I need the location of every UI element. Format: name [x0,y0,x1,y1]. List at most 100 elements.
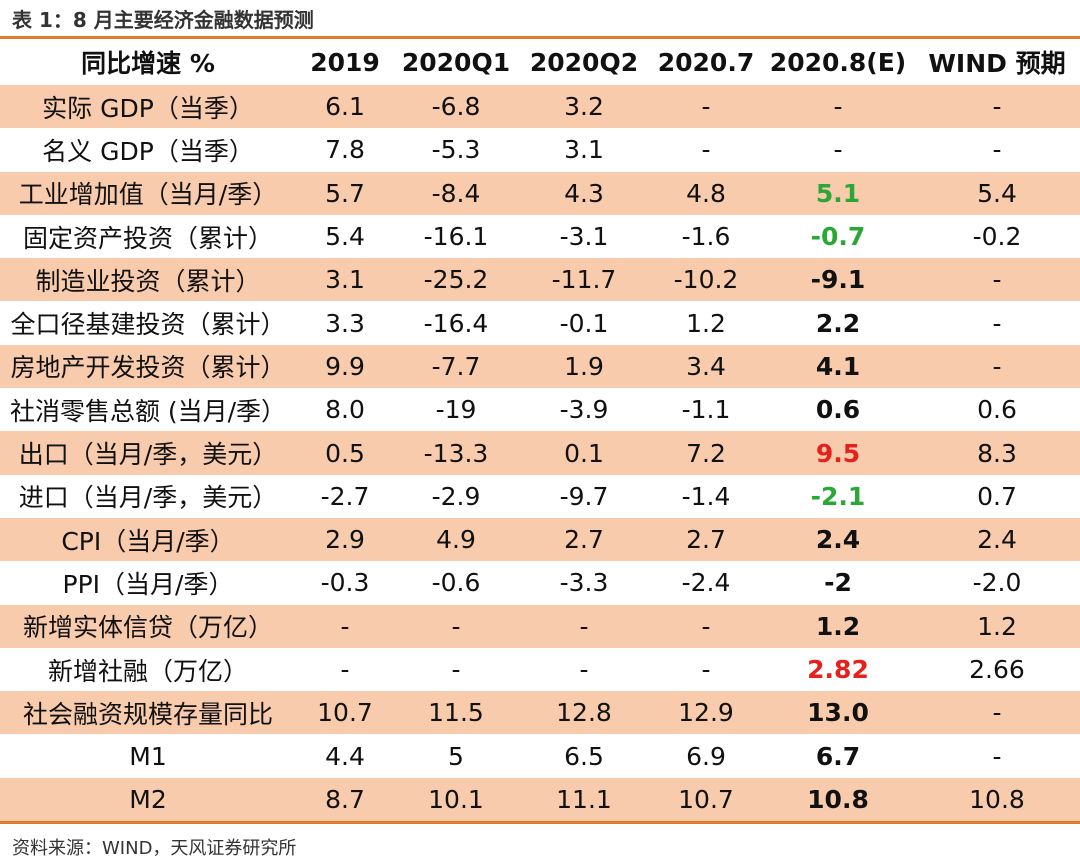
row-label: 新增社融（万亿） [47,656,248,686]
table-cell: 8.3 [977,438,1017,468]
table-cell: 10.8 [807,784,869,814]
table-body: 实际 GDP（当季） 6.1 -6.8 3.2 - - - 名义 GDP（当季） 7.8 -5.3… [0,85,1080,822]
table-cell: 6.1 [325,92,365,122]
table-cell: 1.9 [564,351,604,381]
table-cell: 2.66 [969,655,1025,684]
table-cell: 1.2 [686,308,726,338]
table-cell: - [340,655,350,684]
source-note: 资料来源：WIND，天风证券研究所 [12,838,297,859]
table-cell: 7.8 [325,135,365,165]
header-cell: 2019 [310,47,380,77]
table-row: PPI（当月/季） -0.3 -0.6 -3.3 -2.4 -2 -2.0 [0,561,1080,604]
table-cell: -5.3 [431,135,481,165]
table-cell: 2.9 [325,525,365,555]
table-cell: -1.1 [681,395,731,425]
table-cell: 5.1 [815,178,861,208]
table-cell: 9.9 [325,351,365,381]
table-cell: 4.4 [325,741,365,771]
table-cell: -8.4 [431,178,481,208]
table-cell: 4.3 [564,178,604,208]
table-cell: -2.1 [810,481,866,511]
table-cell: 2.4 [977,525,1017,555]
table-cell: 3.1 [564,135,604,165]
table-cell: 9.5 [815,438,861,468]
header-cell: 2020Q1 [401,47,511,77]
table-cell: - [579,655,589,684]
table-cell: 0.1 [564,438,604,468]
header-cell: 2020.7 [657,47,755,77]
row-label: CPI（当月/季） [61,526,235,556]
table-cell: - [992,135,1002,165]
row-label: 工业增加值（当月/季） [18,180,278,210]
table-cell: -3.1 [559,222,609,252]
table-row: M2 8.7 10.1 11.1 10.7 10.8 10.8 [0,777,1080,822]
table-cell: - [701,611,711,641]
table-cell: - [992,92,1002,122]
table-cell: 3.2 [564,92,604,122]
table-cell: 0.5 [325,438,365,468]
row-label: 实际 GDP（当季） [42,93,254,123]
table-cell: 6.7 [815,741,861,771]
row-label: 制造业投资（累计） [35,266,261,296]
row-label: 进口（当月/季，美元） [18,483,278,513]
table-row: 名义 GDP（当季） 7.8 -5.3 3.1 - - - [0,128,1080,171]
table-cell: 4.9 [436,525,476,555]
table-cell: 2.82 [807,655,869,684]
row-label: M2 [129,784,167,814]
table-row: 社消零售总额 (当月/季） 8.0 -19 -3.9 -1.1 0.6 0.6 [0,388,1080,431]
table-cell: 13.0 [807,698,869,728]
table-row: 新增社融（万亿） - - - - 2.82 2.66 [0,648,1080,691]
table-cell: -16.4 [423,308,489,338]
table-cell: -0.2 [972,222,1022,252]
table-cell: - [701,92,711,122]
table-cell: 5 [448,741,464,771]
table-row: 全口径基建投资（累计） 3.3 -16.4 -0.1 1.2 2.2 - [0,301,1080,344]
table-cell: - [992,351,1002,381]
header-cell: 2020.8(E) [769,47,907,77]
table-cell: 4.1 [815,351,861,381]
table-cell: -25.2 [423,265,489,295]
table-cell: 4.8 [686,178,726,208]
table-cell: -1.4 [681,481,731,511]
row-label: M1 [129,741,167,771]
table-cell: 0.6 [815,395,861,425]
table-cell: -16.1 [423,222,489,252]
table-cell: -13.3 [423,438,489,468]
table-cell: 10.1 [428,784,484,814]
table-cell: 5.7 [325,178,365,208]
table-cell: - [701,135,711,165]
table-cell: - [340,611,350,641]
table-cell: 2.2 [815,308,861,338]
table-cell: -0.7 [810,222,866,252]
table-cell: - [833,135,843,165]
table-cell: -0.6 [431,568,481,598]
table-cell: 12.9 [678,698,734,728]
table-cell: -2.4 [681,568,731,598]
table-cell: 1.2 [977,611,1017,641]
table-cell: -2.7 [320,481,370,511]
row-label: 名义 GDP（当季） [42,136,254,166]
table-cell: 0.6 [977,395,1017,425]
table-cell: -9.7 [559,481,609,511]
table-cell: -2 [824,568,852,598]
table-cell: -9.1 [810,265,866,295]
table-cell: - [451,655,461,684]
table-cell: -11.7 [551,265,617,295]
row-label: 社消零售总额 (当月/季） [9,396,287,426]
table-caption: 表 1：8 月主要经济金融数据预测 [12,8,314,32]
table-cell: 10.8 [969,784,1025,814]
table-cell: 6.9 [686,741,726,771]
table-cell: 3.4 [686,351,726,381]
table-cell: - [833,92,843,122]
table-cell: -19 [435,395,477,425]
table-cell: -1.6 [681,222,731,252]
table-cell: 3.1 [325,265,365,295]
table-row: 出口（当月/季，美元） 0.5 -13.3 0.1 7.2 9.5 8.3 [0,431,1080,475]
table-row: 房地产开发投资（累计） 9.9 -7.7 1.9 3.4 4.1 - [0,344,1080,389]
table-row: CPI（当月/季） 2.9 4.9 2.7 2.7 2.4 2.4 [0,517,1080,562]
table-row: 实际 GDP（当季） 6.1 -6.8 3.2 - - - [0,85,1080,129]
table-row: 社会融资规模存量同比 10.7 11.5 12.8 12.9 13.0 - [0,691,1080,735]
table-cell: - [451,611,461,641]
table-cell: 2.7 [686,525,726,555]
table-cell: - [992,698,1002,728]
